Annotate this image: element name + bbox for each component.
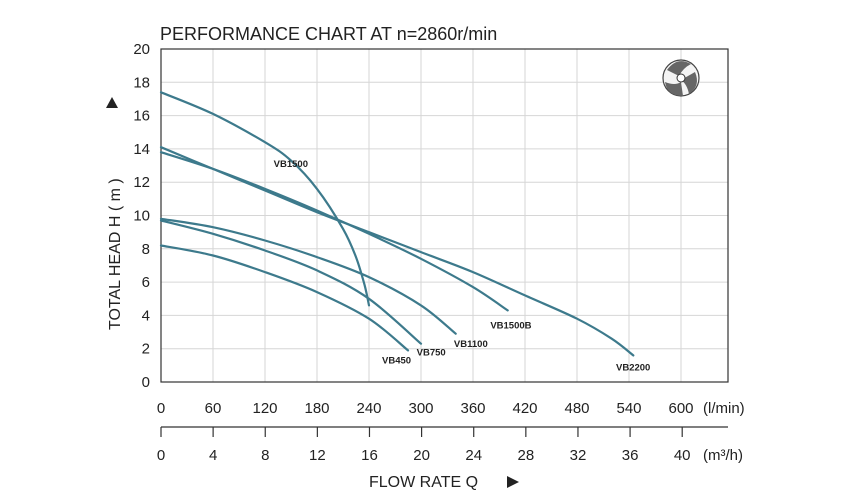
x-tick-label-lmin: 60 xyxy=(205,400,222,417)
y-tick-label: 0 xyxy=(142,374,150,391)
series-label-vb750: VB750 xyxy=(417,347,446,358)
y-tick-label: 8 xyxy=(142,241,150,258)
x-tick-label-m3h: 28 xyxy=(517,447,534,464)
x-tick-label-lmin: 0 xyxy=(157,400,165,417)
curve-vb450 xyxy=(159,244,410,352)
x-tick-label-m3h: 0 xyxy=(157,447,165,464)
x-tick-label-lmin: 180 xyxy=(304,400,329,417)
x-tick-label-m3h: 40 xyxy=(674,447,691,464)
series-label-vb450: VB450 xyxy=(382,356,411,367)
y-tick-label: 18 xyxy=(133,74,150,91)
x-axis-title: FLOW RATE Q xyxy=(369,474,478,491)
y-tick-label: 4 xyxy=(142,307,150,324)
x-unit-m3h: (m³/h) xyxy=(703,447,743,464)
x-tick-label-m3h: 36 xyxy=(622,447,639,464)
curve-vb750 xyxy=(159,219,423,345)
y-axis-title: TOTAL HEAD H ( m ) xyxy=(107,178,124,330)
x-tick-label-lmin: 480 xyxy=(564,400,589,417)
x-tick-label-m3h: 32 xyxy=(570,447,587,464)
x-tick-label-m3h: 20 xyxy=(413,447,430,464)
x-tick-label-lmin: 360 xyxy=(460,400,485,417)
y-tick-label: 14 xyxy=(133,141,150,158)
impeller-icon xyxy=(662,59,700,97)
plot-frame xyxy=(160,48,729,383)
series-label-vb1500: VB1500 xyxy=(274,159,308,170)
x-tick-label-lmin: 420 xyxy=(512,400,537,417)
y-tick-label: 2 xyxy=(142,341,150,358)
x-tick-label-m3h: 8 xyxy=(261,447,269,464)
curves xyxy=(159,91,635,357)
x-tick-label-m3h: 12 xyxy=(309,447,326,464)
x-tick-labels-m3h: 0 4 8 12 16 20 24 28 32 36 40 xyxy=(157,427,691,464)
curve-vb2200 xyxy=(159,146,635,357)
y-tick-label: 20 xyxy=(133,41,150,58)
curve-vb1500b xyxy=(159,151,509,312)
x-tick-label-lmin: 540 xyxy=(616,400,641,417)
x-tick-label-lmin: 300 xyxy=(408,400,433,417)
grid xyxy=(160,48,728,383)
x-tick-label-lmin: 240 xyxy=(356,400,381,417)
chart-title: PERFORMANCE CHART AT n=2860r/min xyxy=(160,24,497,44)
curve-vb1500 xyxy=(159,91,371,307)
x-tick-label-lmin: 120 xyxy=(252,400,277,417)
y-tick-labels: 0 2 4 6 8 10 12 14 16 18 20 xyxy=(133,41,150,391)
y-tick-label: 12 xyxy=(133,174,150,191)
series-label-vb2200: VB2200 xyxy=(616,362,650,373)
y-tick-label: 6 xyxy=(142,274,150,291)
x-tick-labels-lmin: 0 60 120 180 240 300 360 420 480 540 600 xyxy=(157,400,694,417)
x-unit-lmin: (l/min) xyxy=(703,400,745,417)
x-axis-arrow xyxy=(507,476,519,488)
y-axis-arrow xyxy=(106,97,118,108)
x-tick-label-lmin: 600 xyxy=(668,400,693,417)
y-tick-label: 16 xyxy=(133,108,150,125)
x-tick-label-m3h: 16 xyxy=(361,447,378,464)
series-label-vb1500b: VB1500B xyxy=(490,321,531,332)
series-label-vb1100: VB1100 xyxy=(454,339,488,350)
x-tick-label-m3h: 4 xyxy=(209,447,217,464)
x-tick-label-m3h: 24 xyxy=(465,447,482,464)
y-tick-label: 10 xyxy=(133,208,150,225)
curve-vb1100 xyxy=(159,217,457,335)
